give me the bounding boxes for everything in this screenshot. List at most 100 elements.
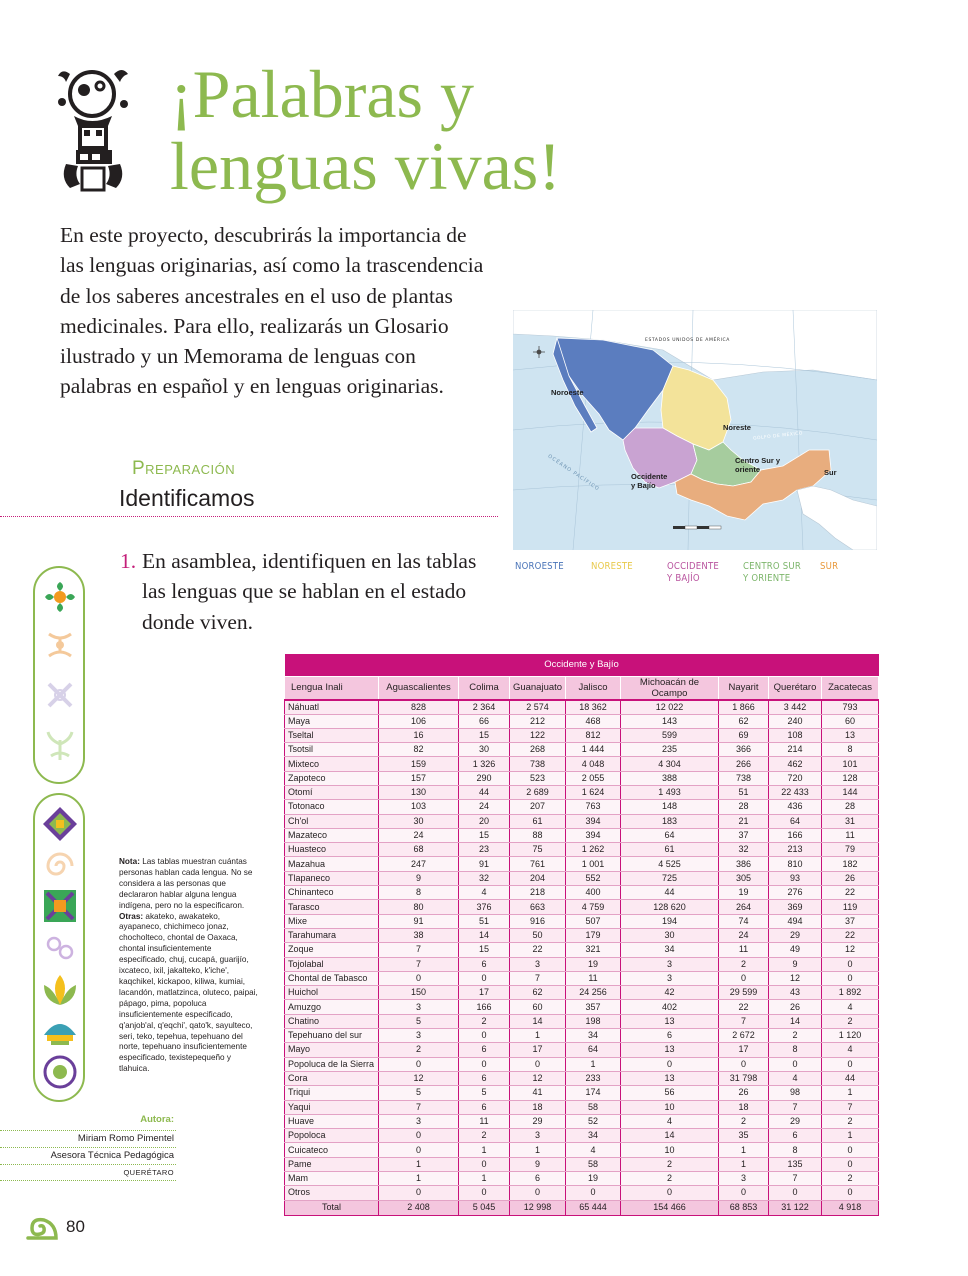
speaker-count-cell: 22 [718, 999, 769, 1015]
speaker-count-cell: 108 [768, 728, 822, 744]
speaker-count-cell: 0 [620, 1185, 719, 1201]
legend-noreste: NORESTE [591, 561, 633, 572]
speaker-count-cell: 93 [768, 871, 822, 887]
speaker-count-cell: 2 [458, 1014, 510, 1030]
language-name-cell: Mam [284, 1171, 379, 1187]
speaker-count-cell: 7 [378, 957, 459, 972]
speaker-count-cell: 98 [768, 1085, 822, 1101]
speaker-count-cell: 35 [718, 1128, 769, 1144]
speaker-count-cell: 400 [565, 885, 621, 901]
speaker-count-cell: 468 [565, 714, 621, 729]
decorative-pill-bottom [33, 793, 85, 1102]
speaker-count-cell: 1 [458, 1171, 510, 1187]
ornament-circle-icon [43, 1055, 77, 1089]
speaker-count-cell: 0 [509, 1185, 566, 1201]
total-value-cell: 4 918 [820, 1199, 880, 1216]
author-name: Miriam Romo Pimentel [0, 1130, 176, 1147]
language-name-cell: Ch'ol [284, 814, 379, 829]
total-value-cell: 12 998 [509, 1199, 566, 1216]
speaker-count-cell: 34 [620, 942, 719, 958]
speaker-count-cell: 2 [820, 1014, 880, 1030]
speaker-count-cell: 264 [718, 899, 769, 915]
speaker-count-cell: 462 [768, 756, 822, 772]
speaker-count-cell: 233 [565, 1071, 621, 1087]
speaker-count-cell: 3 [620, 957, 719, 972]
speaker-count-cell: 3 [718, 1171, 769, 1187]
table-row: Zoque 7 15 22 321 34 11 49 12 [284, 942, 880, 958]
map-region-occidente: Occidente y Bajío [631, 472, 668, 490]
language-name-cell: Yaqui [284, 1100, 379, 1115]
dotted-divider [0, 516, 498, 517]
table-row: Tsotsil 82 30 268 1 444 235 366 214 8 [284, 742, 880, 758]
step-number: 1. [120, 549, 137, 573]
speaker-count-cell: 43 [768, 985, 822, 1001]
speaker-count-cell: 552 [565, 871, 621, 887]
speaker-count-cell: 24 256 [565, 985, 621, 1001]
speaker-count-cell: 0 [820, 1142, 880, 1158]
speaker-count-cell: 26 [820, 871, 880, 887]
language-name-cell: Tlapaneco [284, 871, 379, 887]
map-region-noroeste: Noroeste [551, 388, 584, 397]
map-region-noreste: Noreste [723, 423, 751, 432]
speaker-count-cell: 810 [768, 856, 822, 872]
speaker-count-cell: 235 [620, 742, 719, 758]
speaker-count-cell: 26 [718, 1085, 769, 1101]
legend-occidente: OCCIDENTE Y BAJÍO [667, 561, 719, 584]
speaker-count-cell: 369 [768, 899, 822, 915]
map-label-usa: ESTADOS UNIDOS DE AMÉRICA [645, 338, 730, 343]
language-name-cell: Tojolabal [284, 957, 379, 972]
speaker-count-cell: 69 [718, 728, 769, 744]
speaker-count-cell: 2 055 [565, 771, 621, 786]
speaker-count-cell: 11 [458, 1114, 510, 1130]
total-value-cell: 154 466 [620, 1199, 719, 1216]
total-value-cell: 2 408 [378, 1199, 459, 1216]
speaker-count-cell: 174 [565, 1085, 621, 1101]
table-row: Mayo 2 6 17 64 13 17 8 4 [284, 1042, 880, 1058]
column-header: Aguascalientes [378, 675, 459, 701]
map-region-centro: Centro Sur y oriente [735, 456, 781, 474]
speaker-count-cell: 8 [768, 1142, 822, 1158]
speaker-count-cell: 32 [458, 871, 510, 887]
speaker-count-cell: 2 [620, 1171, 719, 1187]
speaker-count-cell: 14 [768, 1014, 822, 1030]
speaker-count-cell: 6 [768, 1128, 822, 1144]
speaker-count-cell: 5 [458, 1085, 510, 1101]
ornament-star-box-icon [44, 890, 76, 922]
speaker-count-cell: 0 [378, 1185, 459, 1201]
speaker-count-cell: 31 [820, 814, 880, 829]
speaker-count-cell: 13 [620, 1071, 719, 1087]
speaker-count-cell: 32 [718, 842, 769, 858]
speaker-count-cell: 5 [378, 1085, 459, 1101]
speaker-count-cell: 34 [565, 1028, 621, 1044]
speaker-count-cell: 58 [565, 1100, 621, 1115]
intro-paragraph: En este proyecto, descubrirás la importa… [60, 223, 484, 399]
speaker-count-cell: 15 [458, 728, 510, 744]
speaker-count-cell: 0 [458, 1028, 510, 1044]
speaker-count-cell: 3 [378, 999, 459, 1015]
author-role: Asesora Técnica Pedagógica [0, 1147, 176, 1164]
speaker-count-cell: 8 [768, 1042, 822, 1058]
speaker-count-cell: 523 [509, 771, 566, 786]
speaker-count-cell: 91 [458, 856, 510, 872]
table-row: Tarahumara 38 14 50 179 30 24 29 22 [284, 928, 880, 944]
total-value-cell: 31 122 [768, 1199, 822, 1216]
activity-step: 1. En asamblea, identifiquen en las tabl… [120, 546, 490, 634]
speaker-count-cell: 10 [620, 1142, 719, 1158]
speaker-count-cell: 1 493 [620, 785, 719, 801]
speaker-count-cell: 22 [509, 942, 566, 958]
speaker-count-cell: 128 620 [620, 899, 719, 915]
speaker-count-cell: 3 [378, 1114, 459, 1130]
language-name-cell: Cuicateco [284, 1142, 379, 1158]
speaker-count-cell: 66 [458, 714, 510, 729]
speaker-count-cell: 2 [820, 1114, 880, 1130]
speaker-count-cell: 51 [718, 785, 769, 801]
speaker-count-cell: 0 [458, 1057, 510, 1072]
table-row: Mazahua 247 91 761 1 001 4 525 386 810 182 [284, 856, 880, 872]
speaker-count-cell: 0 [458, 1157, 510, 1173]
speaker-count-cell: 103 [378, 799, 459, 815]
speaker-count-cell: 0 [768, 1057, 822, 1072]
language-name-cell: Tarasco [284, 899, 379, 915]
page-number: 80 [66, 1217, 85, 1236]
speaker-count-cell: 0 [458, 971, 510, 987]
speaker-count-cell: 34 [565, 1128, 621, 1144]
